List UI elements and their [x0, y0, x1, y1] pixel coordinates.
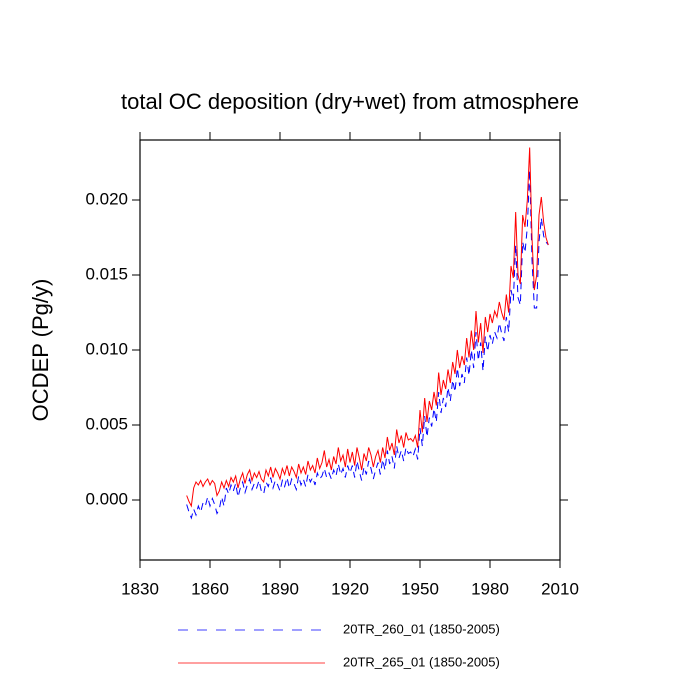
x-tick-label: 1830	[121, 579, 159, 598]
y-tick-label: 0.015	[85, 264, 128, 283]
plot-frame	[139, 139, 561, 561]
x-tick-label: 1980	[471, 579, 509, 598]
y-axis-label: OCDEP (Pg/y)	[28, 279, 53, 422]
y-tick-label: 0.000	[85, 489, 128, 508]
chart-title: total OC deposition (dry+wet) from atmos…	[121, 89, 579, 114]
y-tick-label: 0.005	[85, 414, 128, 433]
y-tick-label: 0.020	[85, 189, 128, 208]
legend-label: 20TR_265_01 (1850-2005)	[343, 654, 500, 669]
x-tick-label: 2010	[541, 579, 579, 598]
legend-label: 20TR_260_01 (1850-2005)	[343, 621, 500, 636]
y-tick-label: 0.010	[85, 339, 128, 358]
x-tick-label: 1920	[331, 579, 369, 598]
series-line	[186, 147, 549, 508]
series-line	[186, 169, 549, 520]
x-tick-label: 1860	[191, 579, 229, 598]
x-tick-label: 1950	[401, 579, 439, 598]
x-tick-label: 1890	[261, 579, 299, 598]
